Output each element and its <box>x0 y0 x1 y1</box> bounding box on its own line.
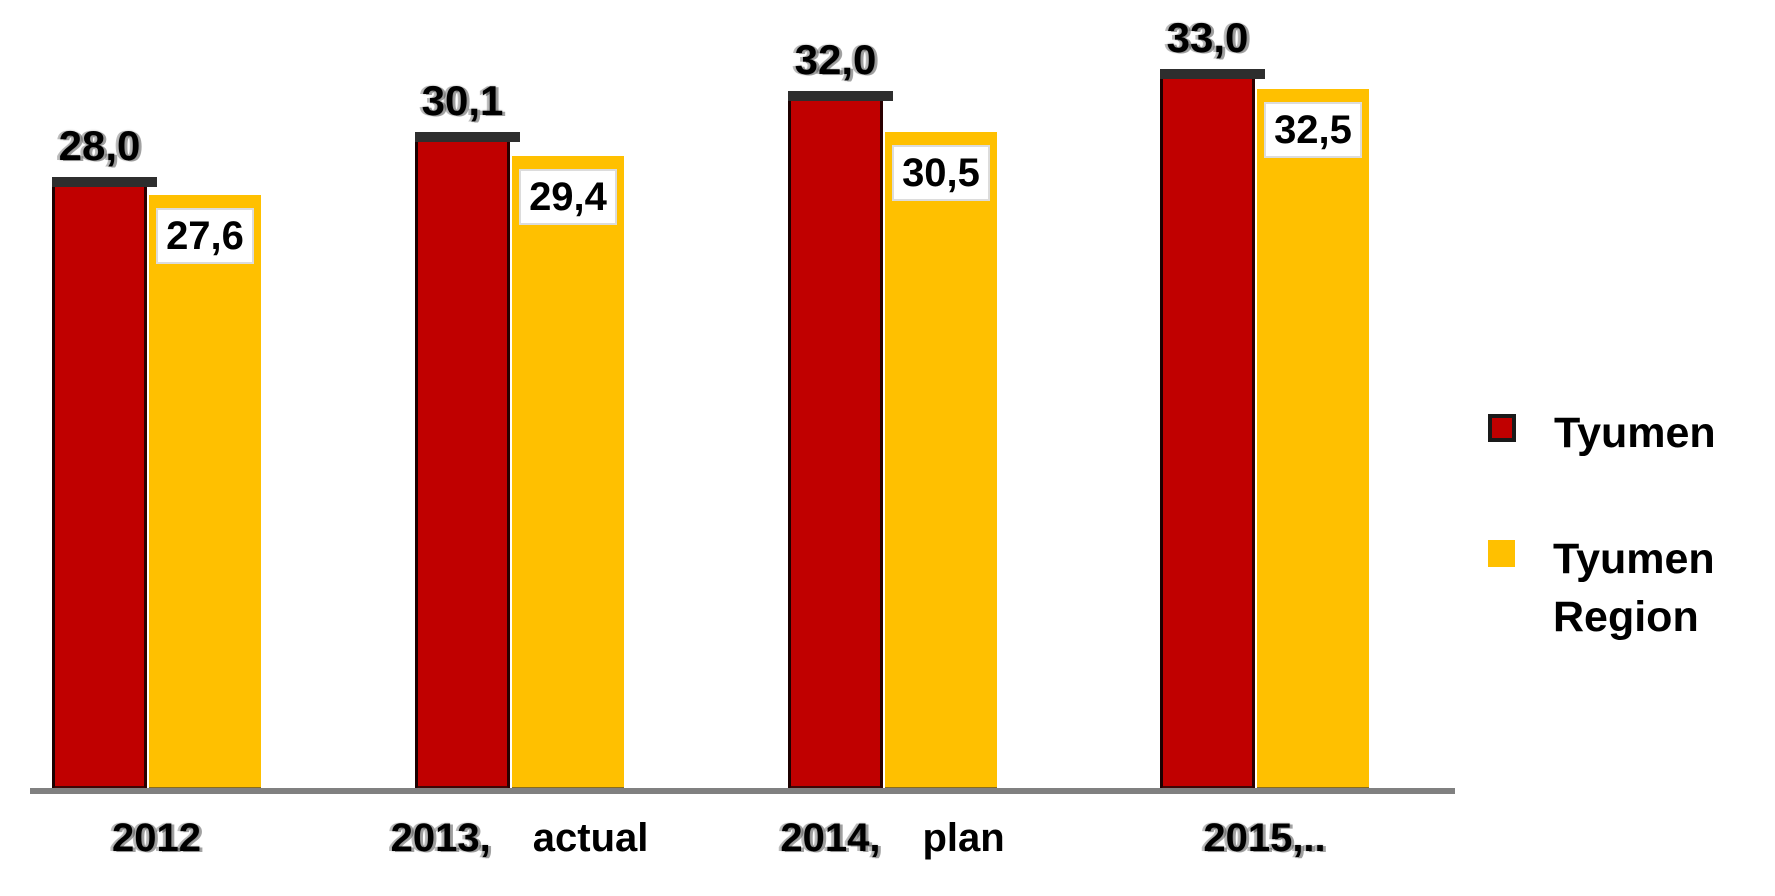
value-label-tyumen-region-2015: 32,5 <box>1264 102 1362 158</box>
tyumen-region-series-swatch-icon <box>1488 540 1515 567</box>
x-axis-label-2014-plan: 2014, plan <box>748 816 1037 861</box>
legend: Tyumen Tyumen Region <box>1488 404 1768 714</box>
x-axis-suffix: actual <box>532 816 649 860</box>
x-axis-label-2015: 2015,.. <box>1120 816 1409 861</box>
bar-tyumen-2014-plan <box>788 91 893 793</box>
bar-tyumen-2013-actual <box>415 132 520 793</box>
value-label-tyumen-region-2014-plan: 30,5 <box>892 145 990 201</box>
legend-label-tyumen-region: Tyumen Region <box>1553 535 1715 641</box>
x-axis-year: 2015,.. <box>1203 816 1326 860</box>
legend-item-tyumen: Tyumen <box>1488 404 1768 462</box>
bar-top-shadow <box>52 177 157 187</box>
value-label-tyumen-region-2013-actual: 29,4 <box>519 169 617 225</box>
bar-tyumen-region-2012 <box>149 195 261 793</box>
x-axis-year: 2012 <box>112 816 201 860</box>
bar-top-shadow <box>1160 69 1265 79</box>
x-axis-year: 2014, <box>780 816 881 860</box>
bar-tyumen-2015 <box>1160 69 1265 793</box>
bar-top-shadow <box>788 91 893 101</box>
tyumen-series-swatch-icon <box>1488 414 1516 442</box>
bar-tyumen-region-2014-plan <box>885 132 997 793</box>
x-axis-suffix: plan <box>922 816 1005 860</box>
value-label-tyumen-2015: 33,0 <box>1166 14 1249 61</box>
bar-tyumen-region-2013-actual <box>512 156 624 793</box>
value-label-tyumen-2014-plan: 32,0 <box>794 36 877 83</box>
legend-label-tyumen: Tyumen <box>1554 409 1716 457</box>
x-axis-line <box>30 788 1455 794</box>
value-label-tyumen-region-2012: 27,6 <box>156 208 254 264</box>
bar-tyumen-region-2015 <box>1257 89 1369 793</box>
value-label-tyumen-2013-actual: 30,1 <box>421 77 504 124</box>
legend-item-tyumen-region: Tyumen Region <box>1488 530 1768 646</box>
x-axis-year: 2013, <box>390 816 491 860</box>
bar-top-shadow <box>415 132 520 142</box>
x-axis-label-2012: 2012 <box>12 816 301 861</box>
x-axis-label-2013-actual: 2013, actual <box>375 816 664 861</box>
bar-tyumen-2012 <box>52 177 157 793</box>
value-label-tyumen-2012: 28,0 <box>58 122 141 169</box>
